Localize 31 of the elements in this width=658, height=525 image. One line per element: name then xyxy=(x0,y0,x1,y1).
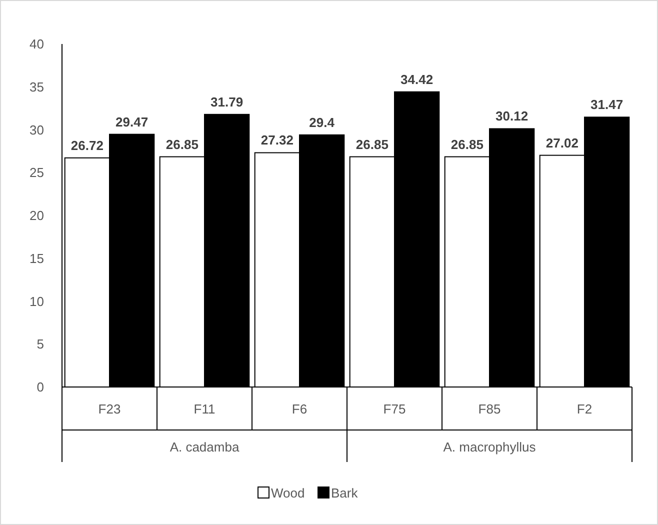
y-tick-label: 5 xyxy=(36,336,44,352)
y-tick-label: 40 xyxy=(30,36,44,52)
y-tick-label: 25 xyxy=(30,165,44,180)
legend-label: Bark xyxy=(331,486,358,501)
data-label: 26.85 xyxy=(356,136,388,152)
legend-label: Wood xyxy=(271,486,305,501)
x-tick-label: F85 xyxy=(478,402,501,417)
x-tick-label: F6 xyxy=(292,402,308,417)
y-tick-label: 30 xyxy=(30,122,44,138)
data-label: 26.72 xyxy=(70,138,104,153)
x-tick-label: F75 xyxy=(383,402,406,417)
text: A. cadamba xyxy=(170,440,240,455)
y-tick-label: 0 xyxy=(36,380,44,395)
data-label: 34.42 xyxy=(400,72,434,87)
data-label: 29.4 xyxy=(309,114,336,130)
data-label: 26.85 xyxy=(450,136,484,152)
data-label: 31.79 xyxy=(210,94,244,110)
data-label: 27.32 xyxy=(260,132,294,148)
x-tick-label: F11 xyxy=(194,402,216,417)
data-label: 27.02 xyxy=(546,135,578,150)
y-tick-label: 10 xyxy=(30,294,44,309)
data-label: 31.47 xyxy=(590,97,624,112)
y-tick-label: 20 xyxy=(30,208,44,224)
data-label: 29.47 xyxy=(116,114,148,130)
y-tick-label: 35 xyxy=(30,79,44,94)
x-tick-label: F2 xyxy=(576,402,592,417)
y-tick-label: 15 xyxy=(30,250,44,266)
data-label: 30.12 xyxy=(496,108,528,124)
text: A. macrophyllus xyxy=(443,440,536,455)
x-tick-label: F23 xyxy=(98,402,121,417)
data-label: 26.85 xyxy=(166,136,198,152)
